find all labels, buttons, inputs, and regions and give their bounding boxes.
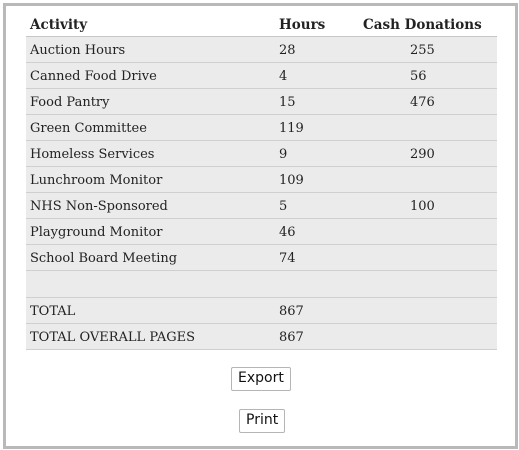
hours-cell: 4 [279,69,288,84]
hours-cell: 46 [279,225,296,240]
hours-cell: 15 [279,95,296,110]
export-button[interactable]: Export [231,367,291,391]
hours-cell: 109 [279,173,304,188]
column-header-activity: Activity [30,17,88,33]
activity-cell: Homeless Services [30,147,155,162]
total-label: TOTAL [30,304,76,319]
activity-cell: Green Committee [30,121,147,136]
activity-cell: School Board Meeting [30,251,178,266]
table-row: NHS Non-Sponsored 5 100 [26,193,497,219]
column-header-hours: Hours [279,17,326,33]
activity-cell: NHS Non-Sponsored [30,199,168,214]
activity-table: Auction Hours 28 255 Canned Food Drive 4… [26,36,497,350]
total-hours: 867 [279,304,304,319]
table-row: School Board Meeting 74 [26,245,497,271]
cash-cell: 100 [410,199,435,214]
activity-cell: Canned Food Drive [30,69,157,84]
activity-cell: Lunchroom Monitor [30,173,163,188]
total-overall-hours: 867 [279,330,304,345]
activity-cell: Food Pantry [30,95,110,110]
spacer-row [26,271,497,298]
print-button[interactable]: Print [239,409,286,433]
activity-cell: Auction Hours [30,43,126,58]
hours-cell: 9 [279,147,288,162]
activity-cell: Playground Monitor [30,225,163,240]
table-row: Food Pantry 15 476 [26,89,497,115]
hours-cell: 28 [279,43,296,58]
table-row: Lunchroom Monitor 109 [26,167,497,193]
hours-cell: 119 [279,121,304,136]
cash-cell: 290 [410,147,435,162]
column-header-cash-donations: Cash Donations [363,17,482,33]
cash-cell: 255 [410,43,435,58]
table-row: Green Committee 119 [26,115,497,141]
table-row: Playground Monitor 46 [26,219,497,245]
table-row: Auction Hours 28 255 [26,37,497,63]
table-row: Canned Food Drive 4 56 [26,63,497,89]
total-row: TOTAL 867 [26,298,497,324]
cash-cell: 476 [410,95,435,110]
hours-cell: 5 [279,199,288,214]
report-panel: Activity Hours Cash Donations Auction Ho… [3,3,518,449]
table-header: Activity Hours Cash Donations [26,14,497,36]
table-row: Homeless Services 9 290 [26,141,497,167]
total-overall-label: TOTAL OVERALL PAGES [30,330,196,345]
total-overall-row: TOTAL OVERALL PAGES 867 [26,324,497,350]
hours-cell: 74 [279,251,296,266]
cash-cell: 56 [410,69,427,84]
